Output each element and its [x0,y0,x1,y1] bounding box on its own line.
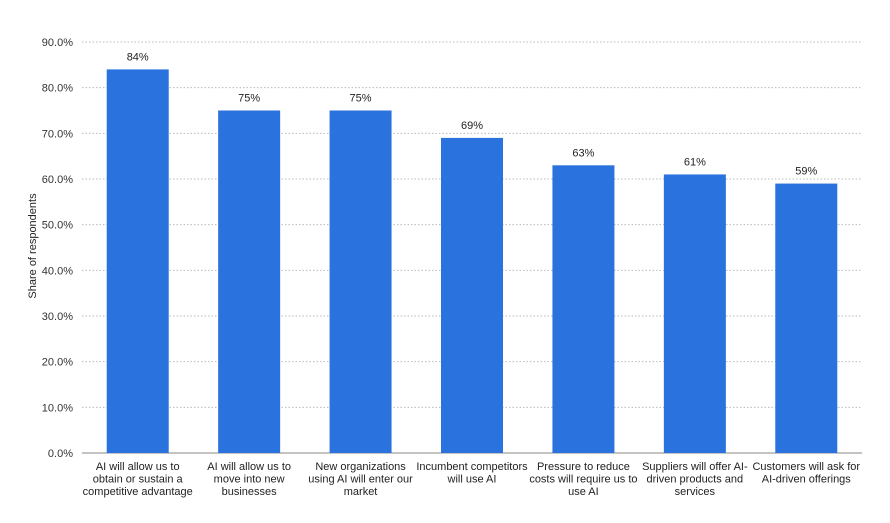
x-category-label-line: competitive advantage [83,486,193,498]
data-label: 69% [461,120,483,132]
x-category-label-line: market [344,486,378,498]
y-axis-tick-labels: 0.0% 10.0% 20.0% 30.0% 40.0% 50.0% 60.0% 70.0% 8… [42,37,73,460]
x-category-label-line: using AI will enter our [308,474,413,486]
x-category-label-line: Incumbent competitors [416,461,528,473]
y-tick-label: 60.0% [42,174,73,186]
bar [775,183,838,454]
y-tick-label: 20.0% [42,357,73,369]
y-tick-label: 10.0% [42,402,73,414]
x-category-label-line: AI-driven offerings [762,474,852,486]
x-category-label-line: Pressure to reduce [537,461,630,473]
data-label: 59% [795,166,817,178]
x-axis-category-labels: AI will allow us to obtain or sustain a co… [83,461,861,498]
x-category-label-line: New organizations [315,461,406,473]
y-tick-label: 40.0% [42,265,73,277]
bar [106,69,169,454]
data-label: 75% [238,93,260,105]
y-tick-label: 50.0% [42,220,73,232]
y-tick-label: 70.0% [42,128,73,140]
x-category-label-line: AI will allow us to [96,461,180,473]
bar [441,137,503,453]
bar [329,110,392,453]
bar [552,165,615,454]
x-category-label: AI will allow us to obtain or sustain a co… [83,461,193,498]
y-axis-title: Share of respondents [27,193,39,299]
x-category-label-line: Suppliers will offer AI- [642,461,748,473]
x-category-label-line: will use AI [447,474,497,486]
x-category-label-line: obtain or sustain a [93,474,184,486]
data-label: 63% [572,147,594,159]
x-category-label: AI will allow us to move into new business… [207,461,291,498]
x-category-label-line: driven products and [647,474,744,486]
data-label: 84% [127,51,149,63]
x-category-label-line: move into new [214,474,285,486]
data-labels: 84% 75% 75% 69% 63% 61% 59% [127,51,818,177]
x-category-label: Incumbent competitors will use AI [416,461,528,486]
x-category-label: Pressure to reduce costs will require us … [529,461,637,498]
y-tick-label: 0.0% [48,448,73,460]
bar [663,174,726,453]
x-category-label-line: costs will require us to [529,474,637,486]
x-category-label-line: services [675,486,716,498]
bars [106,69,838,454]
data-label: 75% [350,93,372,105]
bar [218,110,281,453]
x-category-label-line: AI will allow us to [207,461,291,473]
x-category-label-line: Customers will ask for [752,461,860,473]
y-tick-label: 90.0% [42,37,73,49]
x-category-label-line: use AI [568,486,599,498]
x-category-label: Suppliers will offer AI-driven products … [642,461,748,498]
y-tick-label: 80.0% [42,83,73,95]
x-category-label: Customers will ask for AI-driven offering… [752,461,860,486]
y-tick-label: 30.0% [42,311,73,323]
x-category-label-line: businesses [222,486,278,498]
data-label: 61% [684,156,706,168]
x-category-label: New organizations using AI will enter our… [308,461,413,498]
